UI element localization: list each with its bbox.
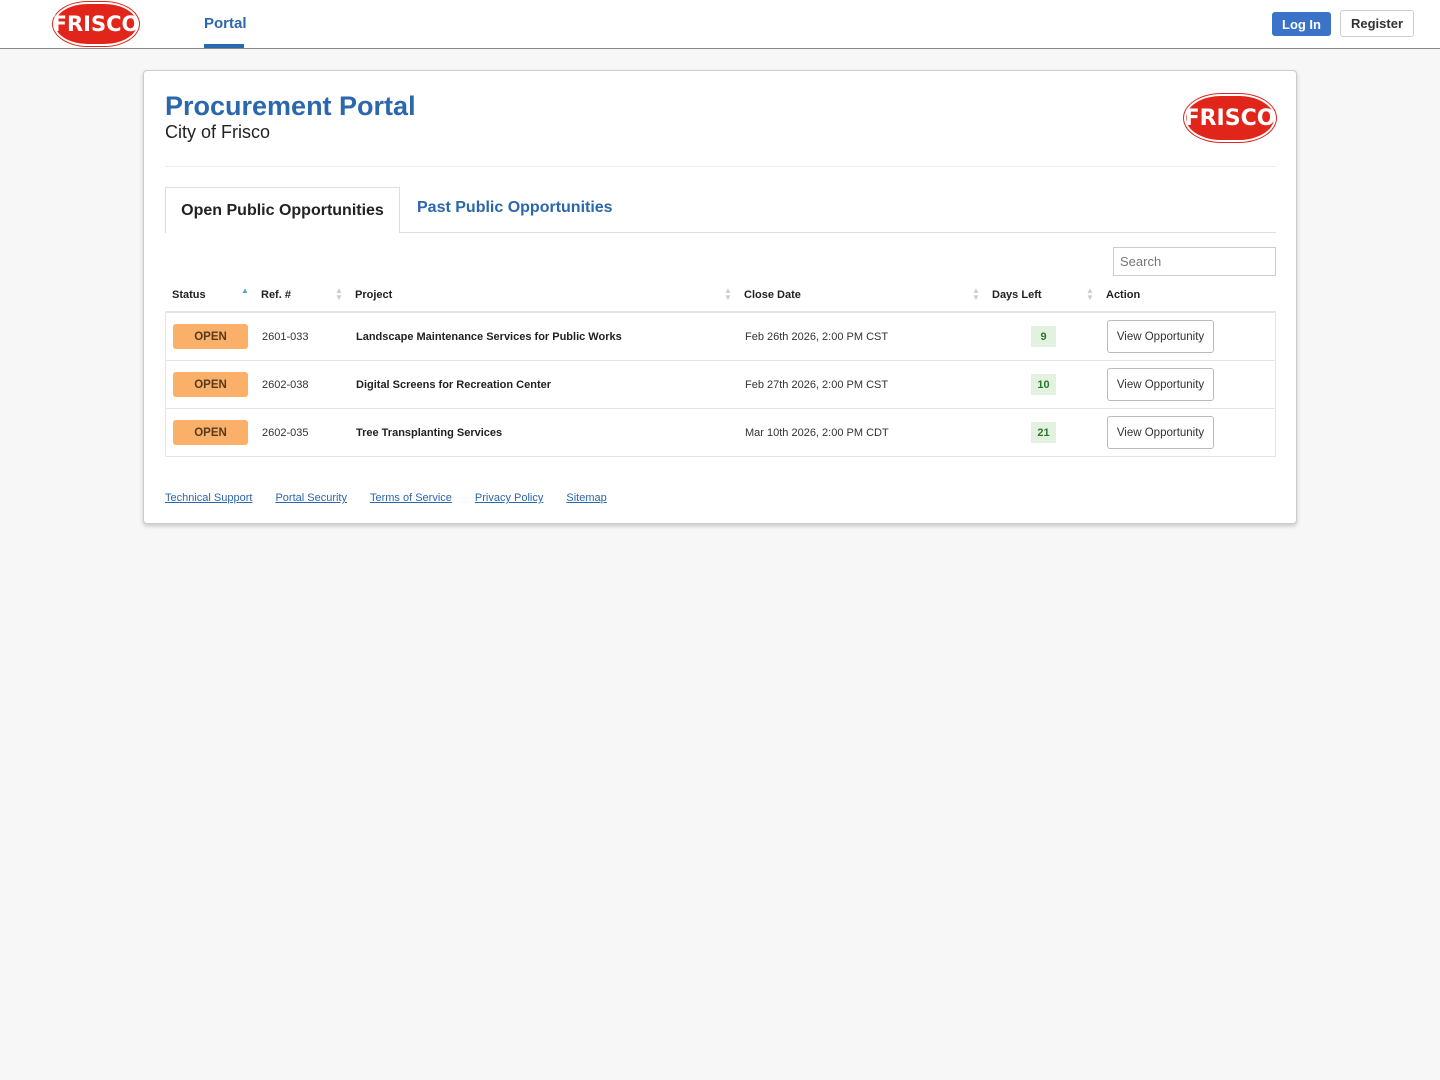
divider xyxy=(165,166,1276,167)
column-header-days-left[interactable]: Days Left xyxy=(992,289,1042,301)
footer-links: Technical Support Portal Security Terms … xyxy=(165,492,607,504)
top-navbar: FRISCO Portal Log In Register xyxy=(0,0,1440,49)
sort-asc-icon[interactable]: ▲ xyxy=(241,286,249,295)
status-badge: OPEN xyxy=(173,420,248,445)
tab-past-opportunities[interactable]: Past Public Opportunities xyxy=(417,199,613,216)
days-left-badge: 9 xyxy=(1031,326,1056,347)
sort-icon[interactable]: ▲ ▼ xyxy=(724,286,732,302)
days-left-badge: 21 xyxy=(1031,422,1056,443)
project-name: Tree Transplanting Services xyxy=(356,427,503,439)
table-row: OPEN 2601-033 Landscape Maintenance Serv… xyxy=(166,313,1275,361)
ref-number: 2601-033 xyxy=(262,331,309,343)
table-row: OPEN 2602-038 Digital Screens for Recrea… xyxy=(166,361,1275,409)
page-title: Procurement Portal xyxy=(165,91,416,121)
view-opportunity-button[interactable]: View Opportunity xyxy=(1107,368,1214,401)
link-technical-support[interactable]: Technical Support xyxy=(165,492,253,504)
link-portal-security[interactable]: Portal Security xyxy=(275,492,347,504)
column-header-action: Action xyxy=(1106,289,1141,301)
close-date: Mar 10th 2026, 2:00 PM CDT xyxy=(745,427,889,439)
close-date: Feb 27th 2026, 2:00 PM CST xyxy=(745,379,889,391)
header-divider xyxy=(165,311,1276,313)
close-date: Feb 26th 2026, 2:00 PM CST xyxy=(745,331,889,343)
link-terms-of-service[interactable]: Terms of Service xyxy=(369,492,452,504)
logo-text: FRISCO xyxy=(52,12,140,36)
project-name: Digital Screens for Recreation Center xyxy=(356,379,552,391)
tab-divider xyxy=(400,232,1276,233)
status-badge: OPEN xyxy=(173,324,248,349)
procurement-card: Procurement Portal City of Frisco FRISCO… xyxy=(143,70,1297,524)
nav-portal[interactable]: Portal xyxy=(204,15,247,32)
ref-number: 2602-035 xyxy=(262,427,309,439)
view-opportunity-button[interactable]: View Opportunity xyxy=(1107,416,1214,449)
opportunities-table: OPEN 2601-033 Landscape Maintenance Serv… xyxy=(165,313,1276,457)
column-header-close-date[interactable]: Close Date xyxy=(744,289,801,301)
link-sitemap[interactable]: Sitemap xyxy=(566,492,607,504)
column-header-status[interactable]: Status xyxy=(172,289,206,301)
sort-icon[interactable]: ▲ ▼ xyxy=(335,286,343,302)
frisco-logo-large: FRISCO xyxy=(1184,96,1276,140)
project-name: Landscape Maintenance Services for Publi… xyxy=(356,331,622,343)
column-header-project[interactable]: Project xyxy=(355,289,393,301)
table-row: OPEN 2602-035 Tree Transplanting Service… xyxy=(166,409,1275,457)
sort-icon[interactable]: ▲ ▼ xyxy=(1086,286,1094,302)
column-header-ref[interactable]: Ref. # xyxy=(261,289,291,301)
days-left-badge: 10 xyxy=(1031,374,1056,395)
sort-icon[interactable]: ▲ ▼ xyxy=(972,286,980,302)
logo-text: FRISCO xyxy=(1184,105,1276,131)
nav-active-indicator xyxy=(204,44,244,48)
search-input[interactable] xyxy=(1113,247,1276,276)
register-button[interactable]: Register xyxy=(1340,10,1414,37)
page-subtitle: City of Frisco xyxy=(165,122,271,142)
tab-open-opportunities[interactable]: Open Public Opportunities xyxy=(165,187,400,233)
frisco-logo[interactable]: FRISCO xyxy=(52,4,140,44)
link-privacy-policy[interactable]: Privacy Policy xyxy=(474,492,544,504)
status-badge: OPEN xyxy=(173,372,248,397)
ref-number: 2602-038 xyxy=(262,379,309,391)
login-button[interactable]: Log In xyxy=(1272,12,1331,36)
view-opportunity-button[interactable]: View Opportunity xyxy=(1107,320,1214,353)
